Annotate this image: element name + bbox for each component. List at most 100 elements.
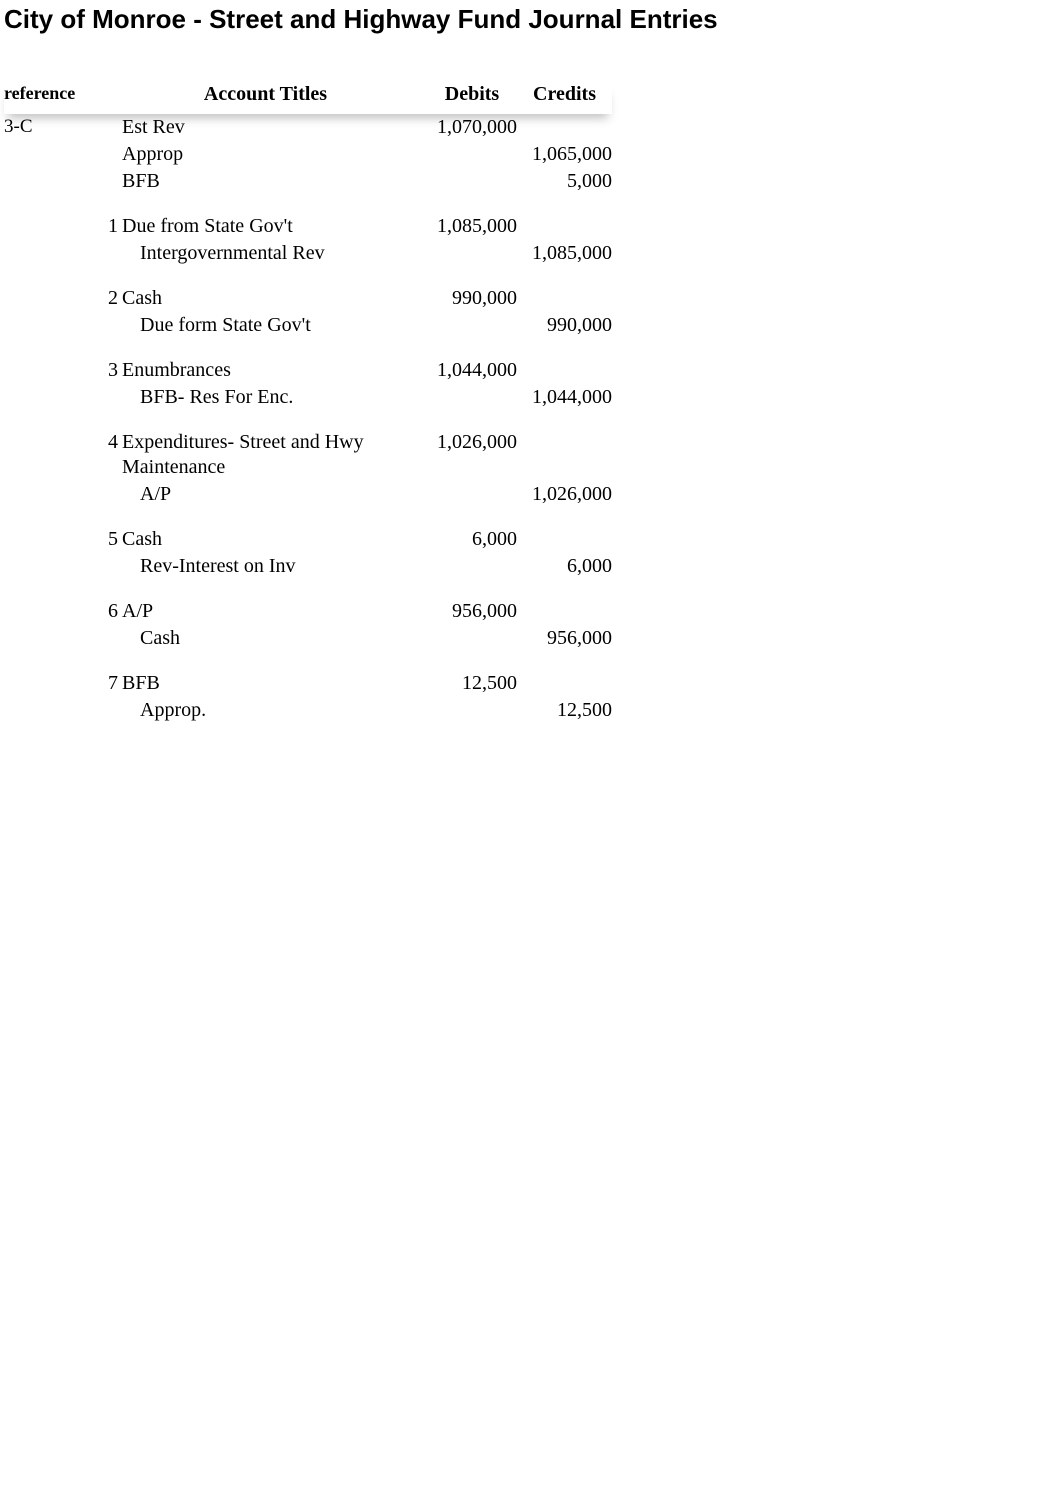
debit-amount: 6,000 — [427, 526, 517, 553]
reference-cell — [4, 598, 104, 625]
reference-cell — [4, 357, 104, 384]
credit-amount: 6,000 — [517, 553, 612, 580]
reference-cell: 3-C — [4, 114, 104, 141]
entry-number: 1 — [104, 213, 122, 240]
table-row: 3Enumbrances1,044,000 — [4, 357, 612, 384]
table-row: Approp 1,065,000 — [4, 141, 612, 168]
account-title: BFB — [122, 670, 427, 697]
reference-cell — [4, 625, 104, 652]
debit-amount — [427, 168, 517, 195]
group-spacer — [4, 195, 612, 213]
account-title: Intergovernmental Rev — [122, 240, 427, 267]
group-spacer — [4, 411, 612, 429]
account-title: Enumbrances — [122, 357, 427, 384]
entry-number: 7 — [104, 670, 122, 697]
entry-number — [104, 240, 122, 267]
debit-amount: 1,085,000 — [427, 213, 517, 240]
table-row: 3-C Est Rev1,070,000 — [4, 114, 612, 141]
header-credits: Credits — [517, 83, 612, 114]
reference-cell — [4, 213, 104, 240]
entry-number — [104, 168, 122, 195]
reference-cell — [4, 168, 104, 195]
credit-amount — [517, 598, 612, 625]
account-title: Due from State Gov't — [122, 213, 427, 240]
journal-table: reference Account Titles Debits Credits … — [4, 83, 612, 724]
debit-amount: 1,070,000 — [427, 114, 517, 141]
table-row: Cash 956,000 — [4, 625, 612, 652]
entry-number: 5 — [104, 526, 122, 553]
group-spacer — [4, 339, 612, 357]
credit-amount: 1,085,000 — [517, 240, 612, 267]
entry-number — [104, 312, 122, 339]
header-account-titles: Account Titles — [104, 83, 427, 114]
reference-cell — [4, 697, 104, 724]
reference-cell — [4, 429, 104, 481]
page-title: City of Monroe - Street and Highway Fund… — [0, 0, 1062, 35]
credit-amount — [517, 114, 612, 141]
entry-number — [104, 384, 122, 411]
entry-number — [104, 114, 122, 141]
table-row: Rev-Interest on Inv 6,000 — [4, 553, 612, 580]
entry-number: 2 — [104, 285, 122, 312]
reference-cell — [4, 481, 104, 508]
debit-amount: 956,000 — [427, 598, 517, 625]
debit-amount — [427, 384, 517, 411]
account-title: Expenditures- Street and Hwy Maintenance — [122, 429, 427, 481]
credit-amount: 12,500 — [517, 697, 612, 724]
entry-number — [104, 625, 122, 652]
account-title: Rev-Interest on Inv — [122, 553, 427, 580]
reference-cell — [4, 141, 104, 168]
credit-amount: 5,000 — [517, 168, 612, 195]
table-row: Approp.12,500 — [4, 697, 612, 724]
account-title: Est Rev — [122, 114, 427, 141]
header-debits: Debits — [427, 83, 517, 114]
debit-amount: 1,026,000 — [427, 429, 517, 481]
entry-number: 4 — [104, 429, 122, 481]
entry-number — [104, 481, 122, 508]
table-row: BFB 5,000 — [4, 168, 612, 195]
credit-amount: 956,000 — [517, 625, 612, 652]
account-title: Cash — [122, 285, 427, 312]
table-row: Intergovernmental Rev 1,085,000 — [4, 240, 612, 267]
table-row: A/P 1,026,000 — [4, 481, 612, 508]
credit-amount: 1,026,000 — [517, 481, 612, 508]
table-row: Due form State Gov't990,000 — [4, 312, 612, 339]
account-title: A/P — [122, 598, 427, 625]
debit-amount — [427, 141, 517, 168]
debit-amount — [427, 240, 517, 267]
account-title: BFB — [122, 168, 427, 195]
debit-amount — [427, 481, 517, 508]
entry-number — [104, 697, 122, 724]
group-spacer — [4, 267, 612, 285]
reference-cell — [4, 670, 104, 697]
account-title: Cash — [122, 526, 427, 553]
reference-cell — [4, 312, 104, 339]
credit-amount: 1,065,000 — [517, 141, 612, 168]
credit-amount — [517, 213, 612, 240]
table-row: 5Cash6,000 — [4, 526, 612, 553]
credit-amount — [517, 285, 612, 312]
credit-amount — [517, 526, 612, 553]
table-row: 2Cash990,000 — [4, 285, 612, 312]
group-spacer — [4, 580, 612, 598]
table-row: 7BFB12,500 — [4, 670, 612, 697]
reference-cell — [4, 384, 104, 411]
entry-number: 6 — [104, 598, 122, 625]
debit-amount — [427, 312, 517, 339]
entry-number: 3 — [104, 357, 122, 384]
credit-amount: 1,044,000 — [517, 384, 612, 411]
entry-number — [104, 141, 122, 168]
credit-amount — [517, 429, 612, 481]
debit-amount: 1,044,000 — [427, 357, 517, 384]
table-row: 6A/P956,000 — [4, 598, 612, 625]
account-title: A/P — [122, 481, 427, 508]
debit-amount — [427, 625, 517, 652]
account-title: Cash — [122, 625, 427, 652]
reference-cell — [4, 285, 104, 312]
group-spacer — [4, 508, 612, 526]
debit-amount: 12,500 — [427, 670, 517, 697]
debit-amount — [427, 553, 517, 580]
account-title: Approp — [122, 141, 427, 168]
table-header-row: reference Account Titles Debits Credits — [4, 83, 612, 114]
table-row: 4Expenditures- Street and Hwy Maintenanc… — [4, 429, 612, 481]
